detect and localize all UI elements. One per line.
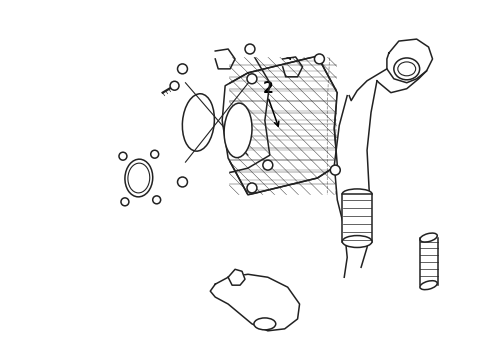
Circle shape bbox=[170, 81, 179, 90]
Polygon shape bbox=[334, 81, 377, 277]
Polygon shape bbox=[153, 46, 270, 185]
Ellipse shape bbox=[342, 235, 372, 247]
Polygon shape bbox=[2, 1, 488, 56]
Ellipse shape bbox=[224, 103, 252, 158]
Polygon shape bbox=[2, 1, 228, 359]
Text: 4: 4 bbox=[51, 215, 62, 230]
Ellipse shape bbox=[420, 233, 437, 242]
Polygon shape bbox=[222, 56, 337, 195]
Ellipse shape bbox=[420, 281, 437, 290]
Polygon shape bbox=[32, 200, 53, 231]
Circle shape bbox=[247, 74, 257, 84]
Circle shape bbox=[119, 152, 127, 160]
Text: 8: 8 bbox=[191, 287, 202, 302]
Polygon shape bbox=[419, 238, 438, 285]
Circle shape bbox=[263, 160, 273, 170]
Circle shape bbox=[245, 44, 255, 54]
Text: 2: 2 bbox=[263, 81, 273, 96]
Polygon shape bbox=[210, 274, 299, 331]
Polygon shape bbox=[2, 195, 488, 359]
Text: 5: 5 bbox=[144, 45, 154, 60]
Circle shape bbox=[153, 196, 161, 204]
Ellipse shape bbox=[182, 94, 215, 151]
Circle shape bbox=[177, 177, 188, 187]
Circle shape bbox=[121, 198, 129, 206]
Ellipse shape bbox=[342, 189, 372, 199]
Polygon shape bbox=[337, 1, 488, 359]
Ellipse shape bbox=[254, 318, 276, 330]
Circle shape bbox=[315, 54, 324, 64]
Circle shape bbox=[151, 150, 159, 158]
Text: 3: 3 bbox=[108, 210, 119, 225]
Text: 7: 7 bbox=[430, 270, 441, 285]
FancyBboxPatch shape bbox=[342, 194, 372, 242]
Text: 1: 1 bbox=[256, 7, 266, 22]
Circle shape bbox=[247, 183, 257, 193]
Polygon shape bbox=[387, 39, 433, 83]
Ellipse shape bbox=[125, 159, 153, 197]
Polygon shape bbox=[228, 269, 245, 285]
Text: 6: 6 bbox=[393, 165, 404, 180]
Circle shape bbox=[177, 64, 188, 74]
Polygon shape bbox=[113, 148, 163, 208]
Circle shape bbox=[330, 165, 340, 175]
